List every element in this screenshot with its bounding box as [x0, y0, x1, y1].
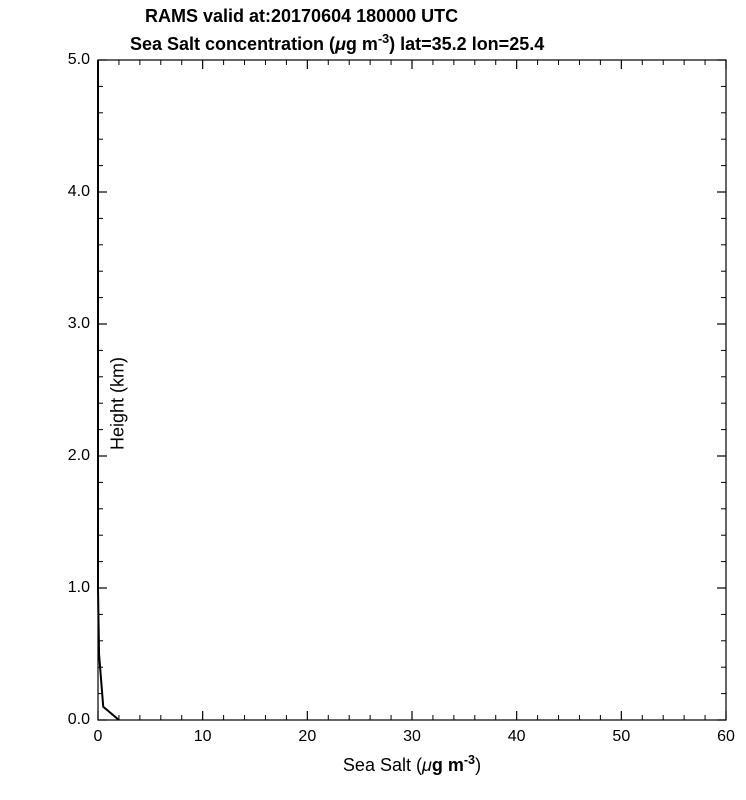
chart-svg	[98, 60, 726, 720]
y-tick-label: 4.0	[50, 183, 90, 201]
x-tick-label: 10	[194, 728, 212, 746]
title2-unit: g m	[346, 34, 378, 54]
xlabel-exp: -3	[464, 753, 475, 767]
chart-title-line2: Sea Salt concentration (μg m-3) lat=35.2…	[130, 32, 544, 55]
xlabel-suffix: )	[475, 755, 481, 775]
y-tick-label: 5.0	[50, 51, 90, 69]
title2-mu: μ	[335, 34, 346, 54]
plot-area: Height (km) Sea Salt (μg m-3) 0.01.02.03…	[98, 60, 726, 720]
y-tick-label: 0.0	[50, 711, 90, 729]
ticks-group	[98, 60, 726, 720]
x-tick-label: 40	[508, 728, 526, 746]
x-tick-label: 60	[717, 728, 735, 746]
x-tick-label: 20	[298, 728, 316, 746]
y-axis-label: Height (km)	[108, 357, 129, 450]
title2-exp: -3	[378, 32, 389, 46]
xlabel-unit: g m	[432, 755, 464, 775]
chart-container: RAMS valid at:20170604 180000 UTC Sea Sa…	[0, 0, 746, 800]
xlabel-prefix: Sea Salt (	[343, 755, 422, 775]
x-tick-label: 30	[403, 728, 421, 746]
title2-prefix: Sea Salt concentration (	[130, 34, 335, 54]
xlabel-mu: μ	[422, 755, 432, 775]
x-tick-label: 50	[612, 728, 630, 746]
y-tick-label: 1.0	[50, 579, 90, 597]
x-axis-label: Sea Salt (μg m-3)	[343, 753, 481, 776]
title2-suffix: ) lat=35.2 lon=25.4	[389, 34, 544, 54]
y-tick-label: 3.0	[50, 315, 90, 333]
y-tick-label: 2.0	[50, 447, 90, 465]
x-tick-label: 0	[94, 728, 103, 746]
axes-group	[98, 60, 726, 720]
chart-title-line1: RAMS valid at:20170604 180000 UTC	[145, 6, 458, 27]
